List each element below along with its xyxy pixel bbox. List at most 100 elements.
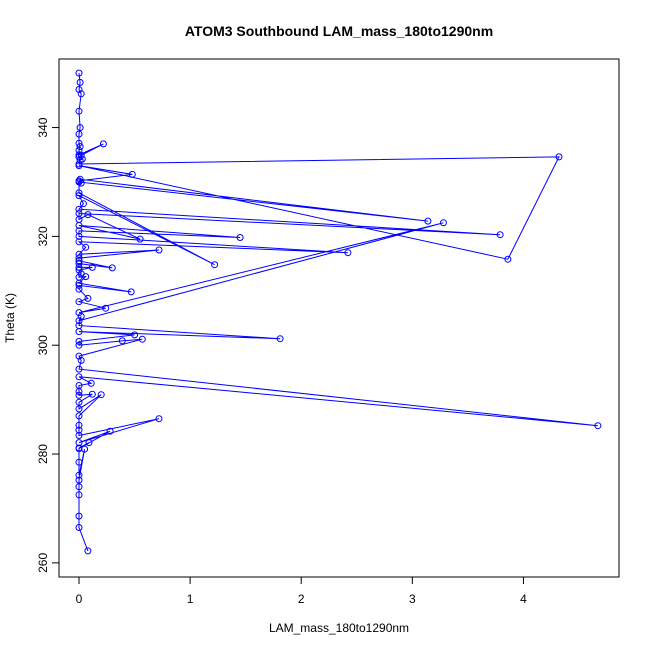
data-point xyxy=(77,312,85,320)
data-point xyxy=(75,69,83,77)
data-point xyxy=(84,211,92,219)
data-point xyxy=(75,222,83,229)
data-point xyxy=(555,153,563,161)
data-point xyxy=(82,273,90,281)
data-point xyxy=(75,192,83,200)
data-point xyxy=(75,352,83,360)
data-point xyxy=(75,426,83,434)
data-point xyxy=(75,388,83,395)
data-point xyxy=(75,412,83,420)
data-point xyxy=(138,335,146,343)
data-point xyxy=(75,309,83,317)
data-point xyxy=(82,243,90,251)
data-point xyxy=(75,476,83,484)
x-tick-label: 1 xyxy=(187,592,194,606)
data-point xyxy=(75,263,83,271)
x-tick-label: 4 xyxy=(520,592,527,606)
data-point xyxy=(424,217,432,225)
y-tick-label: 280 xyxy=(36,444,50,464)
x-axis: 0 1 2 3 4 xyxy=(76,576,527,606)
data-point xyxy=(75,432,83,439)
x-tick-label: 3 xyxy=(409,592,416,606)
data-point xyxy=(75,491,83,499)
data-point xyxy=(75,471,83,479)
data-point xyxy=(99,140,107,148)
y-axis-label: Theta (K) xyxy=(3,293,17,343)
data-point xyxy=(75,405,83,413)
data-point xyxy=(75,391,83,399)
data-point xyxy=(79,200,87,208)
data-point xyxy=(276,335,284,343)
y-tick-label: 340 xyxy=(36,117,50,137)
data-point xyxy=(75,458,83,466)
data-point xyxy=(106,427,114,435)
data-point xyxy=(75,189,83,197)
data-point xyxy=(84,547,92,555)
data-point xyxy=(75,512,83,520)
data-point xyxy=(75,205,83,213)
x-axis-label: LAM_mass_180to1290nm xyxy=(269,621,409,635)
data-point xyxy=(102,304,110,312)
data-point xyxy=(77,90,85,98)
data-point xyxy=(75,281,83,289)
data-point xyxy=(88,390,96,398)
data-point xyxy=(236,234,244,241)
data-point xyxy=(108,264,116,272)
data-point xyxy=(76,143,84,151)
data-point xyxy=(77,356,85,364)
data-point xyxy=(75,524,83,531)
data-point xyxy=(81,445,89,453)
series-line xyxy=(77,73,598,552)
x-tick-label: 0 xyxy=(76,592,83,606)
data-point xyxy=(75,285,83,293)
data-point xyxy=(75,86,83,93)
data-point xyxy=(75,398,83,406)
data-point xyxy=(75,317,83,325)
data-point xyxy=(75,341,83,349)
data-point xyxy=(84,294,92,302)
data-point xyxy=(75,266,83,274)
data-point xyxy=(439,219,447,227)
y-tick-label: 260 xyxy=(36,553,50,573)
data-point xyxy=(155,246,163,254)
data-point xyxy=(87,379,95,387)
data-point xyxy=(76,78,84,86)
data-point xyxy=(128,170,136,178)
data-point xyxy=(594,422,602,430)
data-point xyxy=(75,162,83,170)
data-point xyxy=(76,124,84,132)
data-point xyxy=(211,261,219,269)
chart-title: ATOM3 Southbound LAM_mass_180to1290nm xyxy=(185,23,493,39)
data-point xyxy=(77,151,85,159)
x-tick-label: 2 xyxy=(298,592,305,606)
data-point xyxy=(75,232,83,240)
data-point xyxy=(344,249,352,257)
y-tick-label: 300 xyxy=(36,335,50,355)
data-point xyxy=(155,415,163,423)
data-point xyxy=(127,288,135,296)
y-axis: 260 280 300 320 340 xyxy=(36,117,60,573)
data-point xyxy=(131,331,139,339)
data-point xyxy=(75,365,83,373)
data-point xyxy=(75,373,83,381)
data-point xyxy=(136,235,144,243)
data-point xyxy=(85,439,93,447)
series-layer xyxy=(75,69,602,555)
data-point xyxy=(75,421,83,429)
data-point xyxy=(75,130,83,138)
data-point xyxy=(75,178,83,186)
data-point xyxy=(75,328,83,336)
data-point xyxy=(504,255,512,263)
data-point xyxy=(496,231,504,239)
data-point xyxy=(75,483,83,491)
data-point xyxy=(75,238,83,246)
data-point xyxy=(75,337,83,345)
data-point xyxy=(75,139,83,147)
data-point xyxy=(75,298,83,306)
data-point xyxy=(75,107,83,115)
data-point xyxy=(75,250,83,258)
y-tick-label: 320 xyxy=(36,226,50,246)
